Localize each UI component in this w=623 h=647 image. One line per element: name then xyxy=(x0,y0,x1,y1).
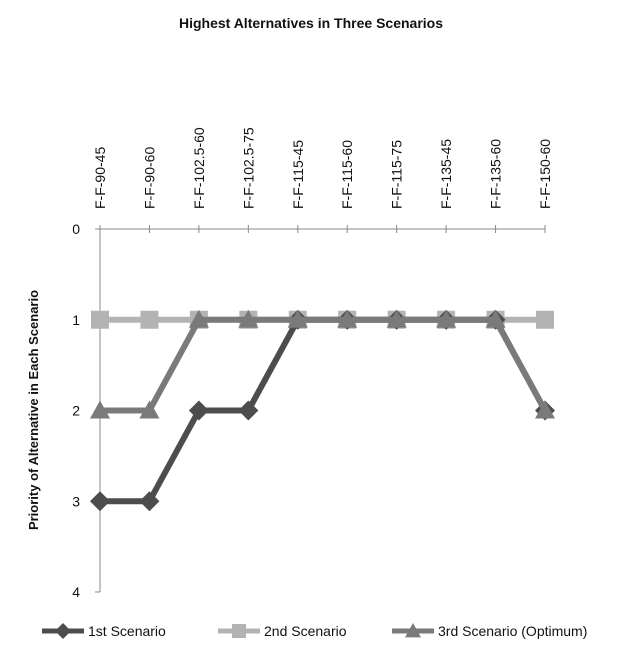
data-point xyxy=(337,309,358,328)
data-point xyxy=(139,400,160,419)
x-tick-label: F-F-102.5-75 xyxy=(240,127,256,209)
data-point xyxy=(386,309,407,328)
x-tick-label: F-F-90-60 xyxy=(141,147,157,209)
legend: 1st Scenario 2nd Scenario 3rd Scenario (Op… xyxy=(42,623,587,639)
x-tick-label: F-F-115-75 xyxy=(389,140,405,209)
data-point xyxy=(188,309,209,328)
data-point xyxy=(139,491,160,512)
data-point xyxy=(238,400,259,421)
data-point xyxy=(287,309,308,328)
series-line xyxy=(100,316,548,414)
series-3 xyxy=(90,309,555,419)
legend-item-3: 3rd Scenario (Optimum) xyxy=(392,623,587,639)
legend-item-2: 2nd Scenario xyxy=(218,623,347,639)
data-point xyxy=(91,310,109,329)
data-point xyxy=(536,310,554,329)
x-tick-label: F-F-135-60 xyxy=(488,139,504,209)
data-point xyxy=(436,309,457,328)
legend-label: 3rd Scenario (Optimum) xyxy=(438,623,587,639)
x-tick-label: F-F-135-45 xyxy=(438,139,454,209)
chart-title: Highest Alternatives in Three Scenarios xyxy=(179,15,443,31)
y-axis-title: Priority of Alternative in Each Scenario xyxy=(26,290,41,530)
legend-marker xyxy=(55,623,71,639)
data-point xyxy=(485,309,506,328)
x-tick-label: F-F-115-45 xyxy=(290,140,306,209)
data-point xyxy=(90,491,110,512)
data-point xyxy=(188,400,209,421)
x-tick-label: F-F-150-60 xyxy=(537,139,553,209)
data-point xyxy=(90,400,110,419)
legend-item-1: 1st Scenario xyxy=(42,623,166,639)
data-point xyxy=(238,309,259,328)
y-tick-label: 1 xyxy=(72,312,80,328)
y-tick-label: 2 xyxy=(72,403,80,419)
legend-marker xyxy=(405,623,421,638)
legend-label: 2nd Scenario xyxy=(264,623,347,639)
data-point xyxy=(535,400,555,419)
y-tick-label: 0 xyxy=(72,221,80,237)
x-tick-label: F-F-115-60 xyxy=(339,140,355,209)
axes: F-F-90-45 F-F-90-60 F-F-102.5-60 F-F-102.5-… xyxy=(72,127,553,600)
x-tick-label: F-F-90-45 xyxy=(92,147,108,209)
legend-marker xyxy=(232,624,246,638)
series-layer xyxy=(90,309,555,512)
x-tick-label: F-F-102.5-60 xyxy=(191,127,207,209)
data-point xyxy=(140,310,159,329)
y-tick-label: 4 xyxy=(72,584,80,600)
series-line xyxy=(100,316,548,505)
series-1 xyxy=(90,309,555,512)
y-tick-label: 3 xyxy=(72,493,80,509)
legend-label: 1st Scenario xyxy=(88,623,166,639)
